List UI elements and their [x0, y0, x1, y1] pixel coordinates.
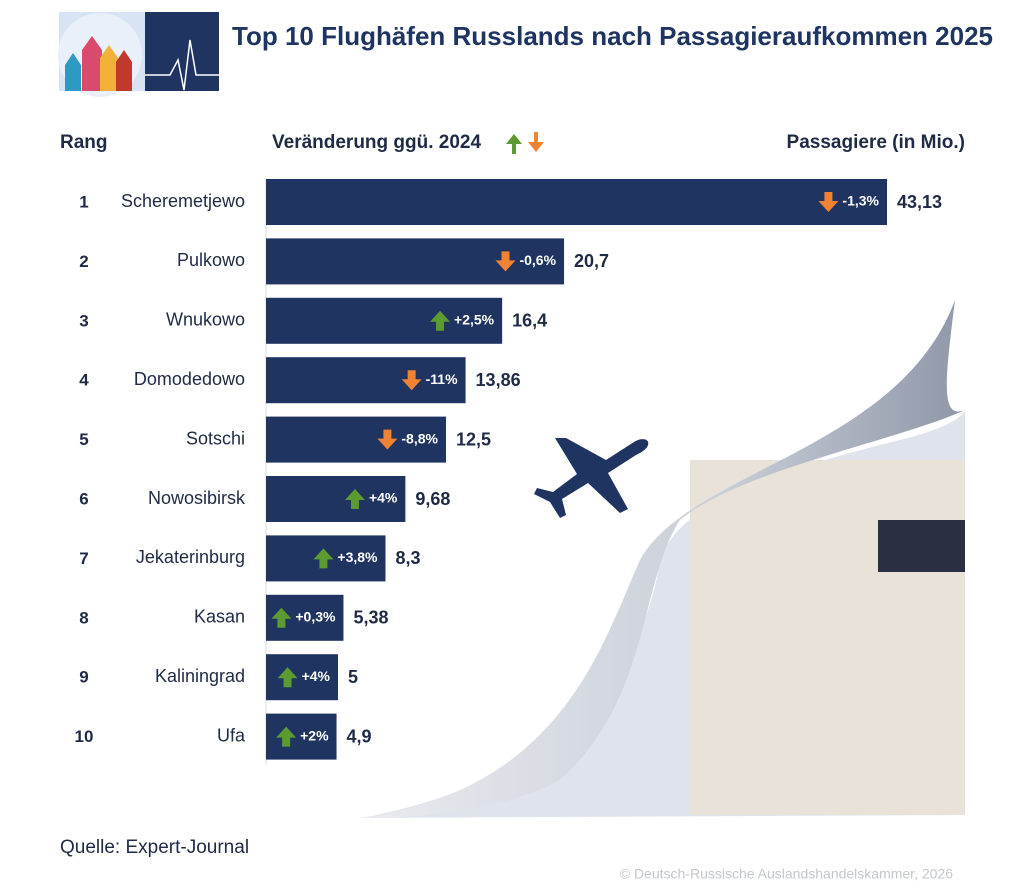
rank: 6 — [79, 489, 88, 508]
value-label: 43,13 — [897, 192, 942, 212]
value-label: 8,3 — [396, 548, 421, 568]
bar — [266, 357, 466, 404]
rank: 3 — [79, 311, 88, 330]
airport-name: Nowosibirsk — [148, 488, 246, 508]
value-label: 5 — [348, 667, 358, 687]
value-label: 9,68 — [415, 489, 450, 509]
airport-name: Wnukowo — [166, 310, 245, 330]
change-arrow — [271, 607, 292, 628]
chart-title: Top 10 Flughäfen Russlands nach Passagie… — [232, 21, 993, 51]
change-header: Veränderung ggü. 2024 — [272, 132, 481, 153]
rank: 9 — [79, 668, 88, 687]
airport-name: Domodedowo — [134, 369, 245, 389]
rank: 2 — [79, 252, 88, 271]
change-label: +2,5% — [454, 312, 495, 328]
rank-header: Rang — [60, 132, 108, 153]
change-arrow — [313, 548, 334, 569]
change-arrow — [344, 489, 365, 509]
rank: 5 — [79, 430, 88, 449]
airport-name: Scheremetjewo — [121, 191, 245, 211]
bar — [266, 476, 406, 522]
change-arrow — [377, 429, 398, 450]
bar — [266, 416, 446, 463]
value-header: Passagiere (in Mio.) — [787, 132, 965, 153]
value-label: 20,7 — [574, 251, 609, 271]
value-label: 4,9 — [347, 726, 372, 746]
change-label: +4% — [369, 490, 398, 506]
change-label: +0,3% — [295, 609, 336, 625]
change-label: -8,8% — [401, 430, 438, 446]
change-label: +2% — [300, 727, 329, 743]
change-label: -11% — [426, 371, 458, 387]
change-label: -0,6% — [519, 252, 556, 268]
change-label: +3,8% — [337, 549, 378, 565]
change-arrow — [430, 310, 451, 331]
change-arrow — [818, 192, 839, 212]
logo — [58, 12, 219, 97]
change-label: +4% — [302, 668, 331, 684]
airport-name: Ufa — [217, 725, 246, 745]
change-arrow — [277, 667, 298, 688]
bar — [266, 654, 338, 701]
airport-name: Sotschi — [186, 428, 245, 448]
copyright: © Deutsch-Russische Auslandshandelskamme… — [620, 866, 953, 882]
airport-name: Jekaterinburg — [136, 547, 245, 567]
change-arrow — [495, 251, 516, 272]
change-label: -1,3% — [842, 193, 879, 209]
decoration — [360, 300, 965, 818]
rank: 8 — [79, 608, 88, 627]
rank: 4 — [79, 371, 89, 390]
bar — [266, 297, 503, 344]
source: Quelle: Expert-Journal — [60, 837, 249, 858]
rank: 7 — [79, 549, 88, 568]
change-arrow — [401, 370, 422, 391]
airport-name: Kasan — [194, 607, 245, 627]
rank: 10 — [75, 727, 94, 746]
value-label: 5,38 — [353, 608, 388, 628]
header-arrows — [506, 132, 544, 154]
value-label: 16,4 — [512, 311, 547, 331]
value-label: 13,86 — [476, 370, 521, 390]
airport-name: Pulkowo — [177, 250, 245, 270]
rank: 1 — [79, 192, 88, 211]
value-label: 12,5 — [456, 429, 491, 449]
airport-name: Kaliningrad — [155, 666, 245, 686]
bar — [266, 179, 887, 225]
change-arrow — [276, 726, 297, 747]
